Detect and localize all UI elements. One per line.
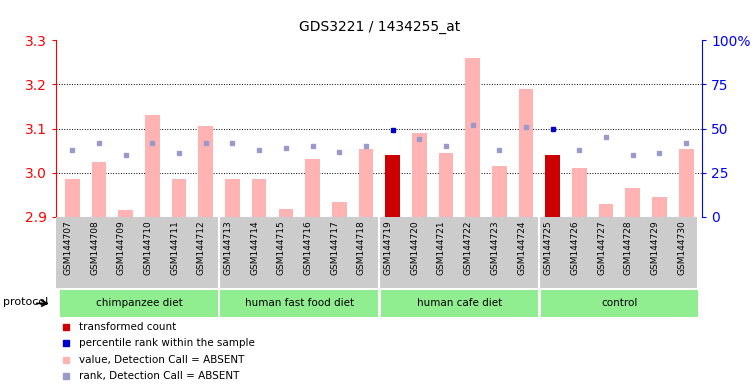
- Text: GSM144720: GSM144720: [410, 220, 419, 275]
- Bar: [221, 290, 378, 317]
- Bar: [332, 202, 346, 217]
- Text: GSM144729: GSM144729: [650, 220, 659, 275]
- Bar: [545, 155, 560, 217]
- Bar: [381, 290, 538, 317]
- Bar: [305, 159, 320, 217]
- Text: control: control: [602, 298, 638, 308]
- Bar: [172, 179, 186, 217]
- Bar: [385, 155, 400, 217]
- Text: GSM144725: GSM144725: [544, 220, 553, 275]
- Bar: [385, 155, 400, 217]
- Text: protocol: protocol: [3, 297, 48, 307]
- Text: GSM144707: GSM144707: [63, 220, 72, 275]
- Bar: [599, 204, 614, 217]
- Bar: [92, 162, 107, 217]
- Bar: [519, 89, 533, 217]
- Bar: [60, 290, 218, 317]
- Text: percentile rank within the sample: percentile rank within the sample: [79, 338, 255, 348]
- Text: GSM144708: GSM144708: [90, 220, 99, 275]
- Text: GSM144717: GSM144717: [330, 220, 339, 275]
- Text: GSM144730: GSM144730: [677, 220, 686, 275]
- Text: GSM144722: GSM144722: [463, 220, 472, 275]
- Text: GSM144726: GSM144726: [571, 220, 580, 275]
- Text: GSM144711: GSM144711: [170, 220, 179, 275]
- Bar: [679, 149, 693, 217]
- Text: GSM144709: GSM144709: [116, 220, 125, 275]
- Bar: [652, 197, 667, 217]
- Text: GSM144718: GSM144718: [357, 220, 366, 275]
- Text: chimpanzee diet: chimpanzee diet: [95, 298, 182, 308]
- Text: GSM144710: GSM144710: [143, 220, 152, 275]
- Text: GSM144721: GSM144721: [437, 220, 446, 275]
- Text: GSM144728: GSM144728: [624, 220, 633, 275]
- Bar: [65, 179, 80, 217]
- Bar: [492, 166, 507, 217]
- Text: rank, Detection Call = ABSENT: rank, Detection Call = ABSENT: [79, 371, 240, 381]
- Text: GSM144724: GSM144724: [517, 220, 526, 275]
- Bar: [252, 179, 267, 217]
- Bar: [466, 58, 480, 217]
- Bar: [358, 149, 373, 217]
- Bar: [198, 126, 213, 217]
- Bar: [279, 209, 293, 217]
- Text: GSM144715: GSM144715: [277, 220, 286, 275]
- Text: GSM144716: GSM144716: [303, 220, 312, 275]
- Text: GDS3221 / 1434255_at: GDS3221 / 1434255_at: [299, 20, 460, 34]
- Text: GSM144712: GSM144712: [197, 220, 206, 275]
- Bar: [572, 169, 587, 217]
- Text: value, Detection Call = ABSENT: value, Detection Call = ABSENT: [79, 354, 244, 364]
- Text: GSM144719: GSM144719: [384, 220, 393, 275]
- Bar: [412, 133, 427, 217]
- Bar: [119, 210, 133, 217]
- Text: human fast food diet: human fast food diet: [245, 298, 354, 308]
- Bar: [541, 290, 698, 317]
- Text: GSM144713: GSM144713: [224, 220, 233, 275]
- Text: GSM144723: GSM144723: [490, 220, 499, 275]
- Bar: [626, 188, 640, 217]
- Bar: [145, 115, 160, 217]
- Bar: [439, 153, 454, 217]
- Bar: [545, 155, 560, 217]
- Text: GSM144727: GSM144727: [597, 220, 606, 275]
- Bar: [225, 179, 240, 217]
- Text: human cafe diet: human cafe diet: [417, 298, 502, 308]
- Text: GSM144714: GSM144714: [250, 220, 259, 275]
- Text: transformed count: transformed count: [79, 322, 176, 332]
